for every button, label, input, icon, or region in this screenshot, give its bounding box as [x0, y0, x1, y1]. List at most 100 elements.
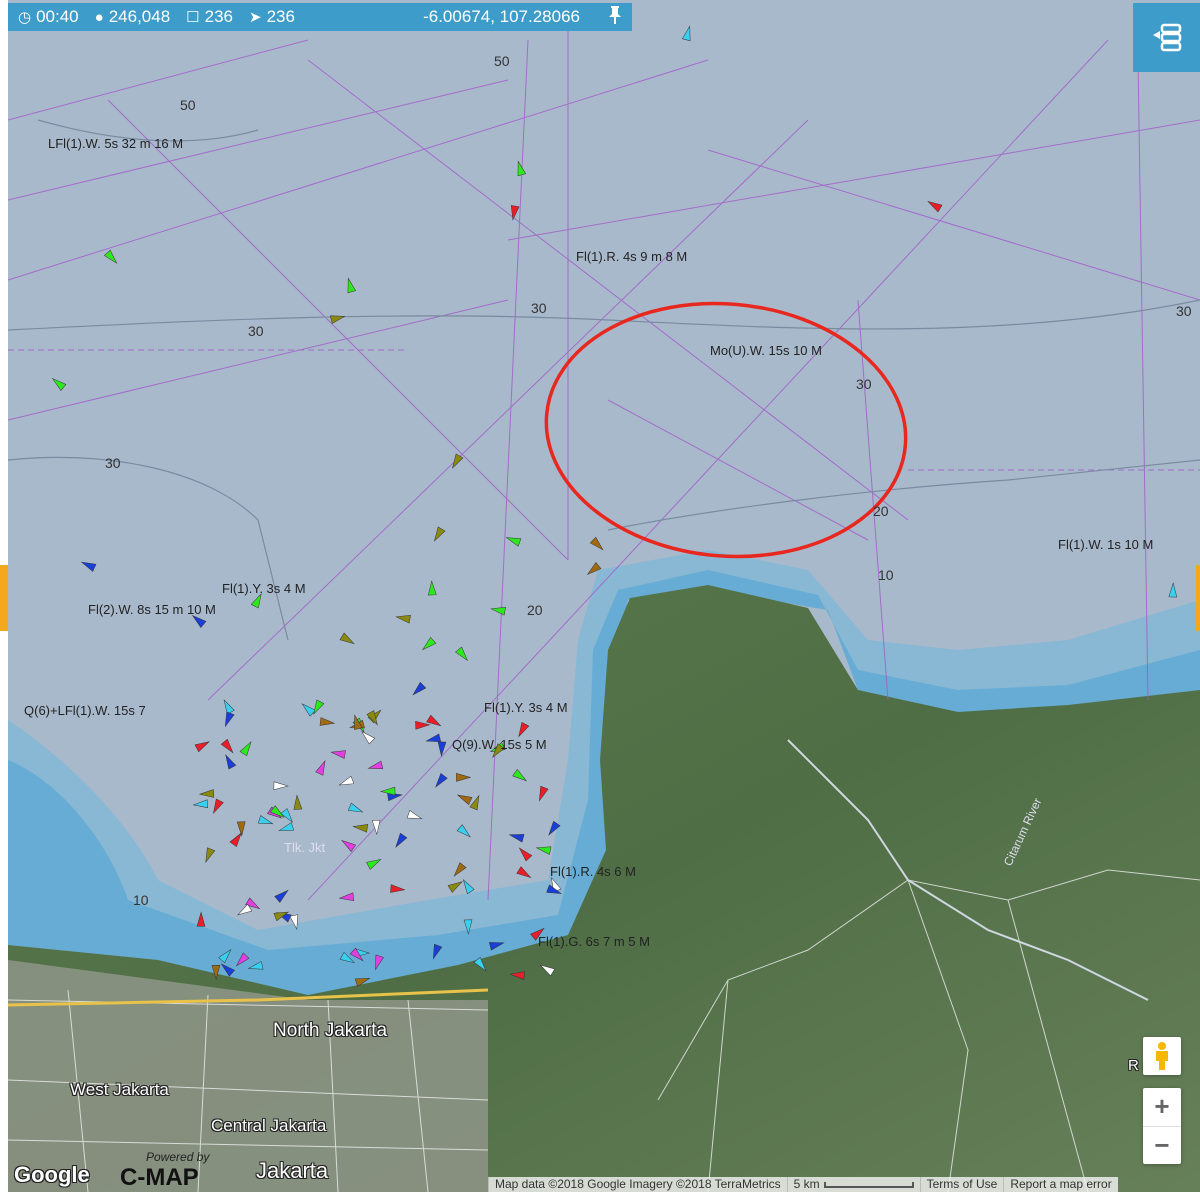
- vessel-marker[interactable]: [219, 961, 235, 977]
- vessel-marker[interactable]: [681, 25, 693, 42]
- vessel-marker[interactable]: [250, 592, 265, 609]
- vessel-marker[interactable]: [315, 759, 329, 776]
- vessel-marker[interactable]: [293, 794, 303, 810]
- vessel-marker[interactable]: [198, 789, 215, 798]
- vessel-marker[interactable]: [546, 884, 563, 897]
- vessel-marker[interactable]: [339, 951, 356, 966]
- vessel-marker[interactable]: [426, 714, 443, 729]
- vessel-marker[interactable]: [329, 312, 346, 324]
- vessel-marker[interactable]: [516, 845, 533, 862]
- vessel-marker[interactable]: [406, 810, 423, 822]
- vessel-marker[interactable]: [103, 249, 119, 266]
- right-edge-handle[interactable]: [1196, 565, 1200, 631]
- vessel-marker[interactable]: [344, 277, 357, 294]
- vessel-marker[interactable]: [338, 775, 355, 789]
- vessel-marker[interactable]: [236, 903, 253, 918]
- vessel-marker[interactable]: [473, 956, 489, 973]
- vessel-marker[interactable]: [447, 878, 464, 893]
- vessel-marker[interactable]: [247, 961, 264, 972]
- vessel-marker[interactable]: [347, 802, 364, 816]
- vessel-marker[interactable]: [280, 808, 296, 825]
- vessel-marker[interactable]: [229, 831, 245, 848]
- vessel-marker[interactable]: [393, 832, 408, 849]
- vessel-marker[interactable]: [455, 646, 470, 663]
- vessel-marker[interactable]: [490, 605, 506, 616]
- vessel-marker[interactable]: [222, 711, 235, 728]
- vessel-marker[interactable]: [451, 862, 467, 879]
- vessel-marker[interactable]: [354, 974, 371, 987]
- vessel-marker[interactable]: [234, 952, 250, 969]
- vessel-marker[interactable]: [349, 947, 366, 963]
- zoom-in-button[interactable]: +: [1154, 1091, 1170, 1122]
- vessel-marker[interactable]: [359, 729, 376, 745]
- vessel-marker[interactable]: [509, 205, 520, 221]
- vessel-marker[interactable]: [489, 743, 505, 760]
- vessel-marker[interactable]: [427, 580, 437, 596]
- vessel-marker[interactable]: [539, 962, 556, 977]
- vessel-marker[interactable]: [514, 160, 527, 177]
- vessel-marker[interactable]: [1168, 582, 1178, 598]
- vessel-marker[interactable]: [505, 534, 522, 547]
- vessel-marker[interactable]: [431, 526, 446, 543]
- vessel-marker[interactable]: [221, 698, 235, 715]
- vessel-marker[interactable]: [330, 748, 346, 759]
- vessel-marker[interactable]: [371, 819, 381, 836]
- vessel-marker[interactable]: [190, 612, 207, 628]
- vessel-marker[interactable]: [420, 636, 437, 652]
- vessel-marker[interactable]: [192, 799, 209, 809]
- scale-bar[interactable]: 5 km: [786, 1177, 920, 1192]
- vessel-marker[interactable]: [80, 558, 97, 572]
- vessel-marker[interactable]: [437, 741, 447, 757]
- vessel-marker[interactable]: [50, 375, 67, 391]
- vessel-marker[interactable]: [535, 844, 552, 855]
- vessel-marker[interactable]: [211, 965, 221, 981]
- vessel-marker[interactable]: [310, 699, 325, 716]
- vessel-marker[interactable]: [273, 908, 290, 922]
- vessel-marker[interactable]: [508, 831, 525, 843]
- vessel-marker[interactable]: [210, 798, 224, 815]
- vessel-marker[interactable]: [339, 632, 356, 647]
- vessel-marker[interactable]: [366, 856, 382, 870]
- pin-icon[interactable]: [608, 5, 622, 29]
- vessel-marker[interactable]: [366, 710, 381, 727]
- vessel-marker[interactable]: [456, 773, 472, 782]
- vessel-marker[interactable]: [257, 815, 274, 828]
- vessel-marker[interactable]: [410, 681, 427, 697]
- vessel-marker[interactable]: [456, 791, 473, 805]
- vessel-marker[interactable]: [415, 720, 431, 730]
- vessel-marker[interactable]: [239, 740, 254, 757]
- vessel-marker[interactable]: [222, 753, 237, 770]
- vessel-marker[interactable]: [338, 892, 355, 902]
- vessel-marker[interactable]: [245, 897, 262, 912]
- vessel-marker[interactable]: [236, 821, 246, 837]
- map-canvas[interactable]: 50 50 30 30 30 30 20 20 10 10 30 LFl(1).…: [8, 0, 1200, 1192]
- vessel-marker[interactable]: [196, 911, 206, 927]
- vessel-marker[interactable]: [430, 943, 443, 960]
- vessel-marker[interactable]: [289, 914, 301, 931]
- vessel-marker[interactable]: [456, 824, 473, 840]
- vessel-marker[interactable]: [469, 794, 483, 811]
- vessel-marker[interactable]: [273, 781, 289, 791]
- vessel-marker[interactable]: [340, 837, 357, 852]
- vessel-marker[interactable]: [926, 198, 943, 213]
- vessel-marker[interactable]: [516, 866, 533, 881]
- vessel-marker[interactable]: [546, 820, 561, 837]
- vessel-marker[interactable]: [202, 847, 216, 864]
- vessel-marker[interactable]: [488, 939, 505, 951]
- zoom-out-button[interactable]: −: [1143, 1125, 1181, 1165]
- vessel-marker[interactable]: [194, 738, 211, 753]
- vessel-marker[interactable]: [463, 919, 473, 935]
- vessel-marker[interactable]: [351, 714, 363, 731]
- vessel-marker[interactable]: [509, 970, 525, 980]
- vessel-marker[interactable]: [432, 773, 448, 789]
- vessel-marker[interactable]: [536, 785, 549, 802]
- left-edge-handle[interactable]: [0, 565, 8, 631]
- vessel-marker[interactable]: [425, 733, 442, 745]
- vessel-marker[interactable]: [352, 822, 369, 833]
- vessel-marker[interactable]: [300, 701, 316, 717]
- vessel-marker[interactable]: [589, 536, 606, 553]
- vessel-marker[interactable]: [278, 822, 295, 835]
- layers-menu-button[interactable]: [1133, 3, 1200, 72]
- street-view-button[interactable]: [1143, 1037, 1181, 1075]
- vessel-marker[interactable]: [395, 613, 411, 624]
